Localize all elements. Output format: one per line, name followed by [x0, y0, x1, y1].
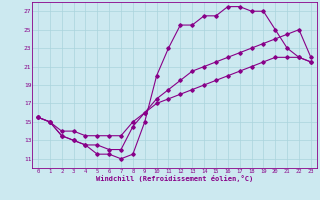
X-axis label: Windchill (Refroidissement éolien,°C): Windchill (Refroidissement éolien,°C): [96, 175, 253, 182]
